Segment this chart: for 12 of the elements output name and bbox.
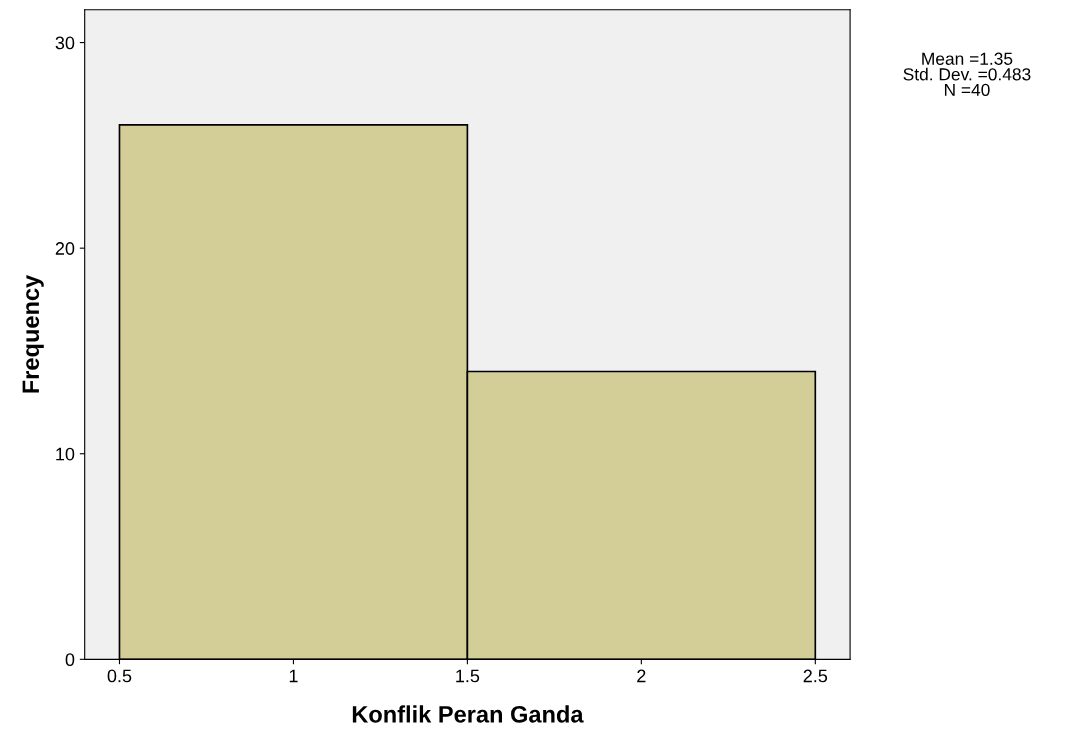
x-tick-label: 2.5: [803, 669, 828, 683]
x-tick-label: 2: [637, 669, 646, 683]
y-tick-label: 30: [55, 36, 75, 50]
x-tick-label: 0.5: [107, 669, 132, 683]
y-axis-title: Frequency: [22, 274, 44, 393]
x-axis-title: Konflik Peran Ganda: [352, 705, 584, 723]
text: Mean =1.35 Std. Dev. =0.483 N =40: [903, 52, 1031, 97]
y-tick-label: 20: [55, 242, 75, 255]
x-tick-label: 1.5: [456, 669, 480, 683]
x-tick-label: 1: [289, 669, 298, 683]
y-tick-label: 0: [65, 653, 75, 667]
y-tick-label: 10: [56, 447, 75, 461]
